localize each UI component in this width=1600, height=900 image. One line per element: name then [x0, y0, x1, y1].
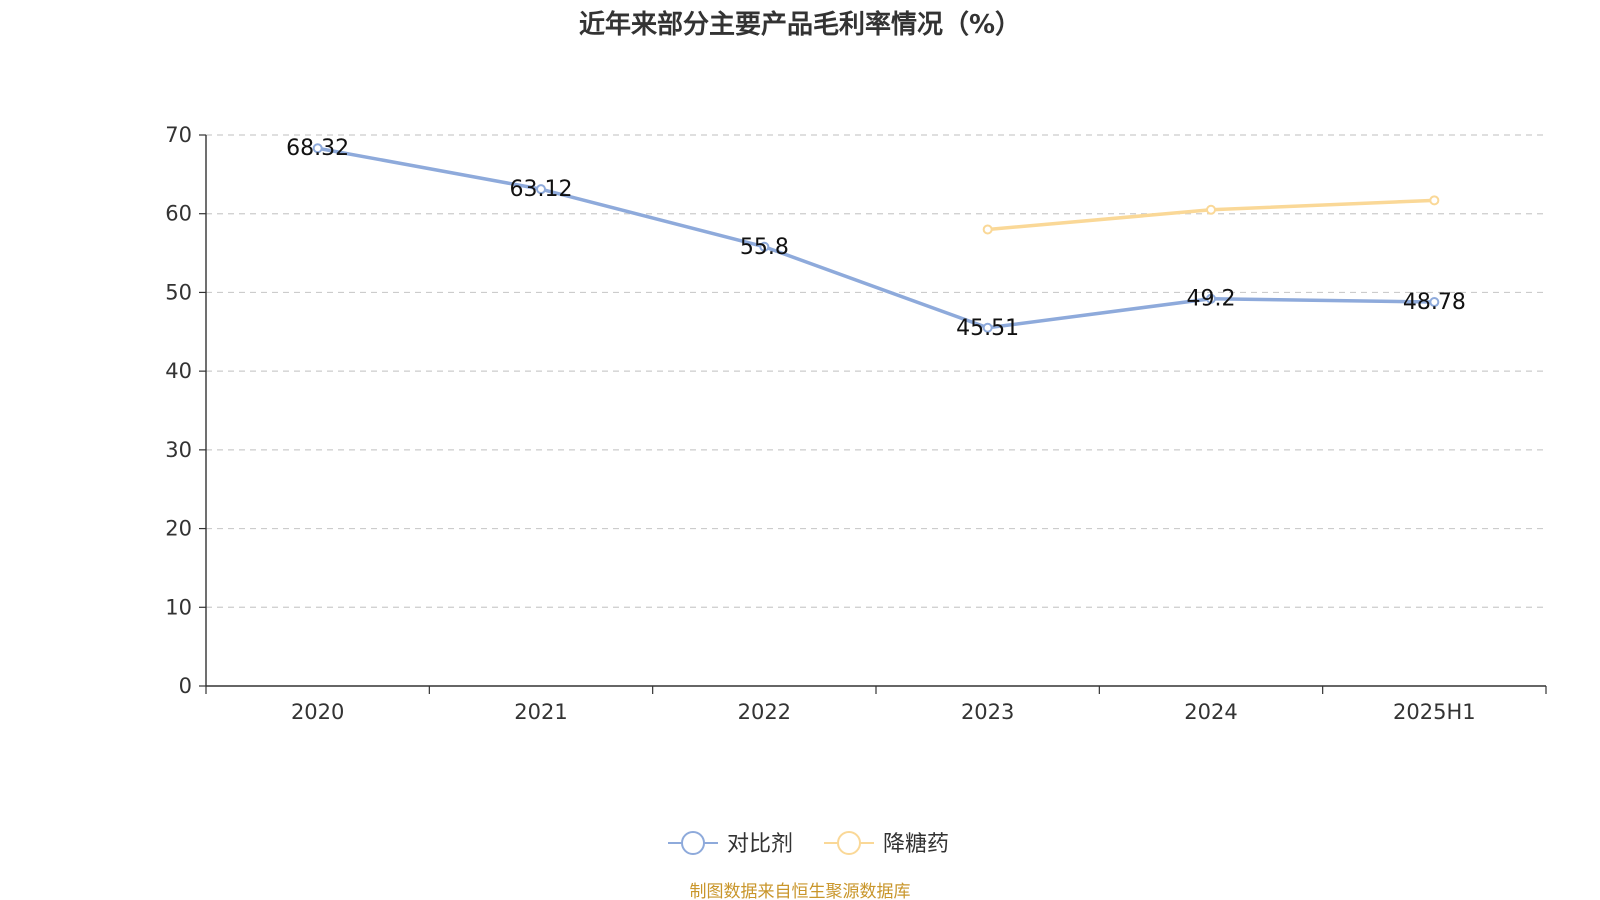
- x-tick-label-2023: 2023: [961, 700, 1014, 724]
- y-tick-label-50: 50: [165, 280, 192, 304]
- x-tick-label-2020: 2020: [291, 700, 344, 724]
- series-line-0: [317, 146, 1435, 330]
- series-line-1: [987, 198, 1435, 232]
- x-tick-label-2025H1: 2025H1: [1393, 700, 1476, 724]
- source-note: 制图数据来自恒生聚源数据库: [690, 882, 911, 900]
- legend[interactable]: 对比剂 降糖药: [668, 831, 949, 857]
- y-tick-label-10: 10: [165, 595, 192, 619]
- data-point-0-2020: [312, 143, 323, 154]
- data-point-0-2024: [1206, 293, 1216, 304]
- data-point-0-2023: [982, 322, 993, 333]
- x-tick-label-2022: 2022: [738, 700, 791, 724]
- legend-label-0: 对比剂: [727, 832, 793, 857]
- data-label-0-2024: 49.2: [1187, 287, 1236, 312]
- data-labels: 68.32 63.12 55.8 45.51 49.2 48.78: [286, 136, 1466, 341]
- data-label-0-2020: 68.32: [286, 136, 349, 161]
- data-point-0-2022: [759, 241, 770, 252]
- data-point-0-2025H1: [1429, 297, 1440, 308]
- data-point-0-2021: [536, 184, 546, 195]
- legend-marker-0: [681, 831, 705, 855]
- y-tick-label-20: 20: [165, 517, 192, 541]
- chart-title: 近年来部分主要产品毛利率情况（%）: [579, 9, 1021, 40]
- data-point-1-2024: [1206, 204, 1216, 215]
- x-tick-label-2024: 2024: [1184, 700, 1237, 724]
- y-tick-label-60: 60: [165, 202, 192, 226]
- y-tick-label-40: 40: [165, 359, 192, 383]
- data-point-1-2023: [982, 224, 993, 235]
- legend-marker-1: [837, 831, 861, 855]
- data-label-0-2025H1: 48.78: [1403, 290, 1466, 315]
- legend-item-1[interactable]: 降糖药: [824, 831, 949, 857]
- grid-lines: [206, 134, 1546, 608]
- data-label-0-2021: 63.12: [510, 177, 573, 202]
- data-point-1-2025H1: [1429, 195, 1440, 206]
- legend-label-1: 降糖药: [883, 832, 949, 857]
- data-label-0-2022: 55.8: [740, 235, 789, 260]
- x-tick-label-2021: 2021: [514, 700, 567, 724]
- series-group: [312, 143, 1440, 333]
- y-tick-label-30: 30: [165, 438, 192, 462]
- y-tick-label-70: 70: [165, 123, 192, 147]
- y-tick-label-0: 0: [179, 674, 192, 698]
- data-label-0-2023: 45.51: [956, 316, 1019, 341]
- axes: 0 10 20 30 40 50 60 70 2020 2021 2022 2023 2024 2025H…: [165, 123, 1547, 724]
- legend-item-0[interactable]: 对比剂: [668, 831, 793, 857]
